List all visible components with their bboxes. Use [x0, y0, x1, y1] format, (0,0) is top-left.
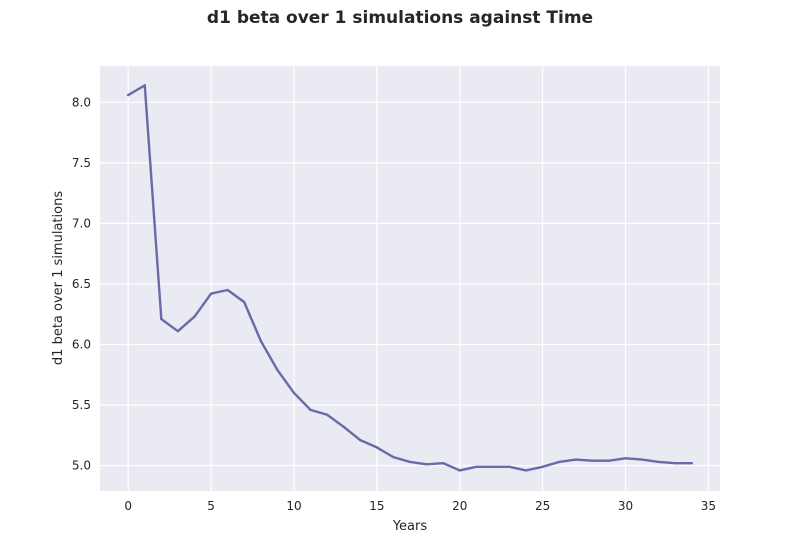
x-tick-label: 15 [369, 499, 384, 513]
data-point [143, 84, 146, 87]
data-point [276, 368, 279, 372]
data-point [541, 465, 544, 468]
y-tick-label: 6.5 [72, 277, 91, 291]
data-point [209, 292, 213, 295]
data-point [325, 413, 329, 416]
data-point [690, 461, 694, 465]
data-point [458, 469, 461, 472]
data-point [491, 465, 495, 468]
data-point [591, 459, 594, 462]
x-tick-label: 35 [701, 499, 716, 513]
data-point [259, 339, 263, 343]
data-point [524, 469, 528, 472]
data-point [160, 317, 163, 321]
x-axis-label: Years [392, 519, 428, 534]
data-point [640, 458, 644, 461]
x-tick-label: 30 [618, 499, 633, 513]
data-point [574, 458, 577, 461]
x-tick-label: 20 [452, 499, 467, 513]
data-point [176, 329, 180, 333]
data-point [475, 465, 478, 468]
y-tick-label: 7.0 [72, 216, 91, 230]
y-axis-label: d1 beta over 1 simulations [51, 191, 66, 365]
data-point [126, 93, 130, 97]
data-point [441, 461, 445, 465]
x-tick-label: 0 [124, 499, 132, 513]
chart-title: d1 beta over 1 simulations against Time [206, 8, 594, 28]
x-tick-label: 5 [207, 499, 215, 513]
data-point [243, 300, 246, 304]
data-point [408, 460, 412, 464]
y-tick-label: 6.0 [72, 337, 91, 351]
x-tick-label: 25 [535, 499, 550, 513]
data-point [657, 460, 660, 464]
y-tick-label: 8.0 [72, 95, 91, 109]
data-point [557, 460, 561, 464]
data-point [309, 408, 312, 412]
data-point [359, 438, 362, 442]
grid-lines [100, 66, 720, 491]
data-point [292, 391, 296, 395]
series-group [126, 84, 694, 472]
data-point [342, 425, 345, 429]
data-point [392, 455, 395, 459]
plot-area [100, 66, 720, 491]
x-tick-labels: 0 5 10 15 20 25 30 35 [124, 499, 716, 513]
data-point [226, 288, 229, 292]
data-point [508, 465, 511, 468]
data-point [624, 457, 627, 460]
y-tick-label: 5.5 [72, 398, 91, 412]
data-point [425, 463, 428, 466]
data-point [674, 461, 677, 465]
data-point [607, 459, 611, 462]
data-point [375, 446, 379, 449]
x-tick-label: 10 [286, 499, 301, 513]
y-tick-label: 5.0 [72, 459, 91, 473]
data-point [193, 315, 196, 318]
y-tick-label: 7.5 [72, 156, 91, 170]
y-tick-labels: 5.0 5.5 6.0 6.5 7.0 7.5 8.0 [72, 95, 91, 472]
